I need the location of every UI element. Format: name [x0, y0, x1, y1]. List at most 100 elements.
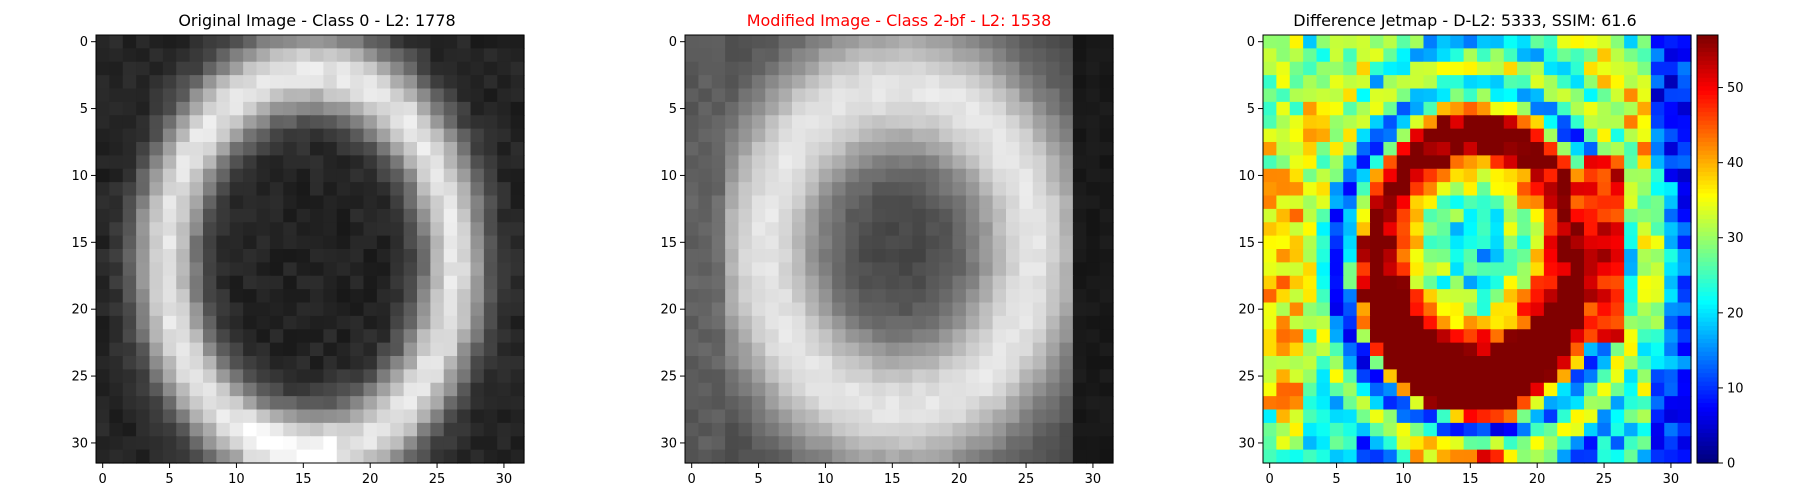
heatmap-cell	[109, 155, 124, 170]
colorbar-segment	[1697, 201, 1718, 207]
heatmap-cell	[390, 142, 405, 156]
heatmap-cell	[1006, 249, 1020, 263]
heatmap-cell	[818, 275, 833, 290]
heatmap-cell	[1557, 235, 1572, 250]
heatmap-cell	[1477, 155, 1491, 170]
heatmap-cell	[1477, 142, 1491, 156]
heatmap-cell	[1517, 128, 1532, 143]
heatmap-cell	[189, 449, 204, 464]
heatmap-cell	[1543, 48, 1558, 63]
heatmap-cell	[1410, 396, 1425, 411]
heatmap-cell	[310, 235, 324, 250]
heatmap-cell	[1610, 249, 1625, 263]
heatmap-cell	[872, 61, 887, 76]
heatmap-cell	[1276, 396, 1291, 411]
heatmap-cell	[1289, 356, 1304, 370]
heatmap-cell	[1637, 75, 1652, 90]
heatmap-cell	[1343, 115, 1358, 130]
heatmap-cell	[1059, 235, 1074, 250]
heatmap-cell	[845, 369, 860, 384]
heatmap-cell	[390, 128, 405, 143]
heatmap-cell	[925, 75, 940, 90]
heatmap-cell	[765, 382, 780, 397]
heatmap-cell	[376, 449, 391, 464]
heatmap-cell	[1006, 182, 1020, 197]
heatmap-cell	[457, 356, 472, 370]
heatmap-cell	[1356, 249, 1371, 263]
heatmap-cell	[457, 101, 472, 116]
heatmap-cell	[1086, 235, 1101, 250]
heatmap-cell	[992, 396, 1007, 411]
heatmap-cell	[685, 182, 699, 197]
heatmap-cell	[1343, 409, 1358, 424]
heatmap-cell	[1677, 369, 1692, 384]
heatmap-cell	[1543, 88, 1558, 103]
heatmap-cell	[510, 128, 525, 143]
heatmap-cell	[310, 222, 324, 237]
heatmap-cell	[323, 222, 338, 237]
heatmap-cell	[845, 168, 860, 183]
heatmap-cell	[1303, 128, 1318, 143]
colorbar-segment	[1697, 184, 1718, 190]
heatmap-cell	[792, 275, 806, 290]
heatmap-cell	[1597, 168, 1612, 183]
heatmap-cell	[1423, 342, 1438, 357]
heatmap-cell	[1517, 302, 1532, 317]
heatmap-cell	[805, 289, 820, 304]
heatmap-cell	[1543, 168, 1558, 183]
heatmap-cell	[510, 396, 525, 411]
heatmap-cell	[925, 195, 940, 210]
heatmap-cell	[1463, 75, 1478, 90]
heatmap-cell	[725, 155, 740, 170]
heatmap-cell	[403, 88, 418, 103]
heatmap-cell	[1086, 315, 1101, 330]
heatmap-cell	[738, 182, 753, 197]
heatmap-cell	[229, 168, 244, 183]
heatmap-cell	[1072, 382, 1087, 397]
heatmap-cell	[1006, 289, 1020, 304]
heatmap-cell	[229, 101, 244, 116]
heatmap-cell	[711, 356, 726, 370]
heatmap-cell	[323, 128, 338, 143]
heatmap-cell	[1637, 436, 1652, 451]
heatmap-cell	[1597, 449, 1612, 464]
heatmap-cell	[457, 115, 472, 130]
heatmap-cell	[1099, 101, 1114, 116]
heatmap-cell	[1503, 222, 1518, 237]
heatmap-cell	[1450, 182, 1465, 197]
heatmap-cell	[457, 208, 472, 223]
heatmap-cell	[1006, 235, 1020, 250]
heatmap-cell	[979, 235, 994, 250]
heatmap-cell	[1530, 356, 1545, 370]
heatmap-cell	[229, 249, 244, 263]
heatmap-cell	[832, 75, 847, 90]
heatmap-cell	[1046, 235, 1061, 250]
heatmap-cell	[1276, 155, 1291, 170]
heatmap-cell	[751, 101, 766, 116]
heatmap-cell	[136, 195, 151, 210]
heatmap-cell	[417, 315, 431, 330]
heatmap-cell	[698, 48, 713, 63]
heatmap-cell	[711, 75, 726, 90]
heatmap-cell	[1072, 182, 1087, 197]
heatmap-cell	[1396, 115, 1411, 130]
heatmap-cell	[1436, 315, 1451, 330]
heatmap-cell	[872, 75, 887, 90]
heatmap-cell	[1289, 75, 1304, 90]
heatmap-cell	[189, 329, 204, 344]
colorbar-segment	[1697, 56, 1718, 62]
heatmap-cell	[1316, 182, 1331, 197]
heatmap-cell	[845, 182, 860, 197]
y-tick-label: 25	[71, 370, 88, 385]
heatmap-cell	[363, 142, 378, 156]
heatmap-cell	[832, 101, 847, 116]
heatmap-cell	[845, 155, 860, 170]
heatmap-cell	[1490, 302, 1505, 317]
heatmap-cell	[376, 61, 391, 76]
heatmap-cell	[1356, 115, 1371, 130]
heatmap-cell	[1316, 128, 1331, 143]
heatmap-cell	[1370, 142, 1384, 156]
heatmap-cell	[1316, 142, 1331, 156]
heatmap-cell	[1557, 275, 1572, 290]
heatmap-cell	[390, 35, 405, 49]
